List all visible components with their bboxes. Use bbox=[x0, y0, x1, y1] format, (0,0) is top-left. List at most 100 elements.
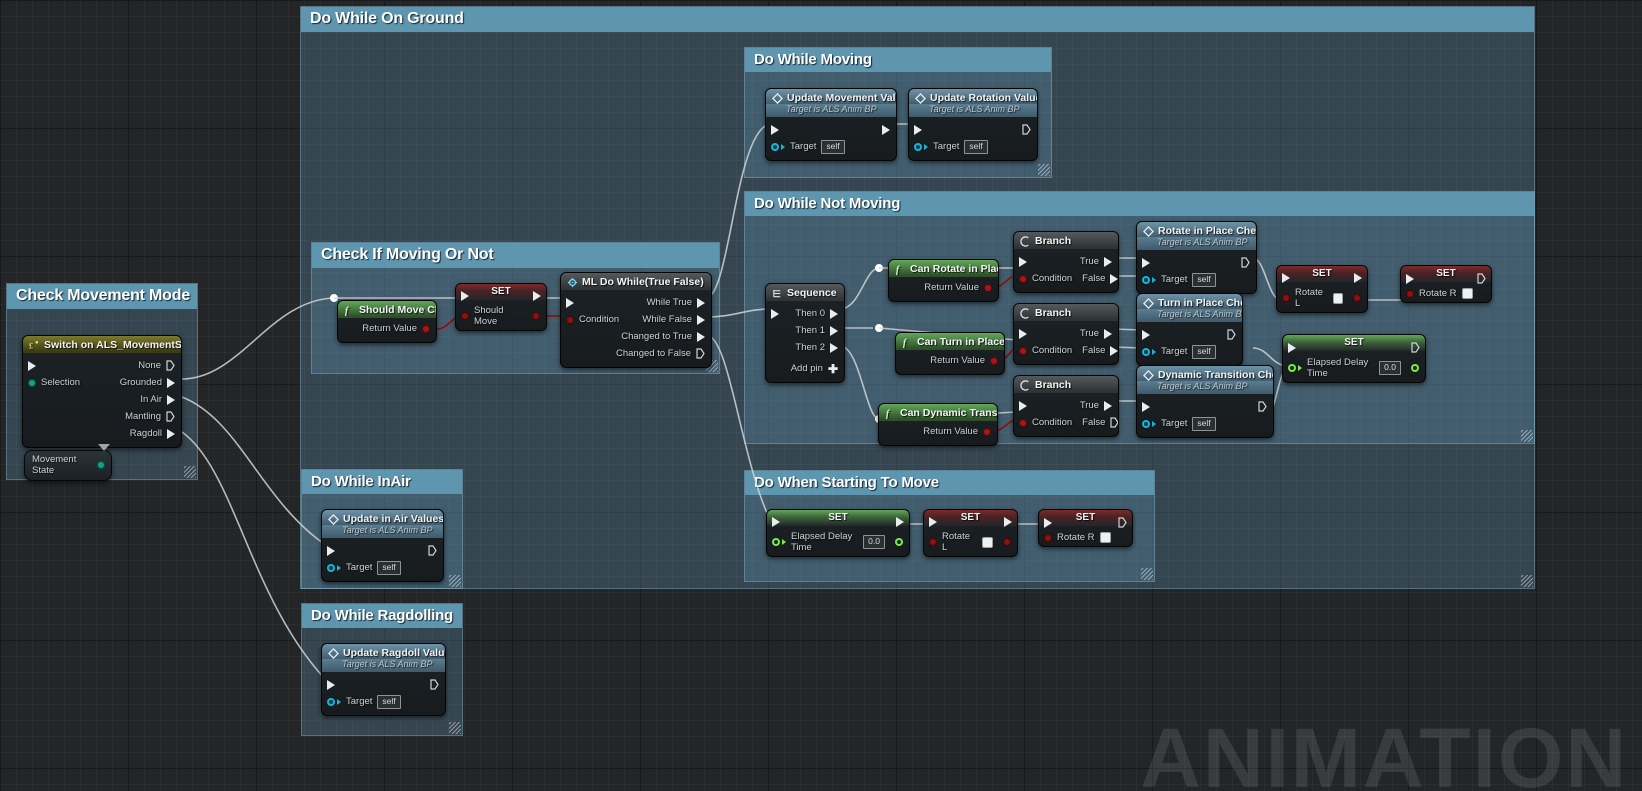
target-value[interactable]: self bbox=[1192, 416, 1216, 431]
return-value-out-pin[interactable] bbox=[984, 283, 992, 292]
exec-out-pin[interactable] bbox=[1241, 257, 1250, 268]
pin-row-target[interactable]: Target self bbox=[1137, 415, 1273, 432]
pin-row-exec[interactable] bbox=[909, 121, 1037, 138]
node-update-in-air-values[interactable]: Update in Air Values Target is ALS Anim … bbox=[321, 509, 444, 582]
elapsed-delay-time-value[interactable]: 0.0 bbox=[1379, 361, 1401, 375]
exec-out-pin[interactable] bbox=[428, 545, 437, 556]
pin-row-return-value[interactable]: Return Value bbox=[896, 352, 1004, 369]
pin-row-exec-true[interactable]: True bbox=[1014, 253, 1118, 270]
pin-row-exec[interactable] bbox=[322, 676, 445, 693]
exec-in-pin[interactable] bbox=[771, 308, 779, 319]
target-in-pin[interactable] bbox=[771, 142, 779, 151]
target-value[interactable]: self bbox=[821, 139, 845, 154]
should-move-out-pin[interactable] bbox=[532, 312, 540, 320]
rotate-l-checkbox[interactable] bbox=[982, 536, 993, 548]
node-can-dynamic-transition[interactable]: f Can Dynamic Transition Return Value bbox=[878, 403, 998, 446]
pin-row-exec-then0[interactable]: Then 0 bbox=[766, 305, 844, 322]
exec-in-pin[interactable] bbox=[929, 517, 937, 527]
pin-row-exec[interactable] bbox=[1137, 326, 1242, 343]
target-in-pin[interactable] bbox=[1142, 275, 1150, 284]
target-value[interactable]: self bbox=[377, 694, 401, 709]
rotate-r-in-pin[interactable] bbox=[1406, 289, 1414, 298]
exec-in-pin[interactable] bbox=[327, 679, 335, 690]
resize-handle-icon[interactable] bbox=[1521, 575, 1533, 587]
exec-in-pin[interactable] bbox=[914, 124, 922, 135]
target-in-pin[interactable] bbox=[327, 563, 335, 572]
pin-row-exec-none[interactable]: None bbox=[23, 357, 181, 374]
node-movement-state-variable[interactable]: Movement State bbox=[24, 450, 112, 481]
exec-out-pin[interactable] bbox=[1022, 124, 1031, 135]
resize-handle-icon[interactable] bbox=[1521, 430, 1533, 442]
resize-handle-icon[interactable] bbox=[449, 575, 461, 587]
condition-in-pin[interactable] bbox=[1019, 274, 1027, 283]
node-should-move-check[interactable]: f Should Move Check Return Value bbox=[337, 300, 437, 343]
node-turn-in-place-check[interactable]: Turn in Place Check Target is ALS Anim B… bbox=[1136, 293, 1243, 366]
exec-in-pin[interactable] bbox=[1288, 342, 1296, 353]
exec-out-pin-while-true[interactable] bbox=[697, 297, 705, 308]
exec-in-pin[interactable] bbox=[1019, 400, 1027, 411]
elapsed-delay-time-out-pin[interactable] bbox=[895, 538, 903, 546]
node-can-rotate-in-place[interactable]: f Can Rotate in Place Return Value bbox=[888, 259, 999, 302]
pin-row-exec-true[interactable]: True bbox=[1014, 397, 1118, 414]
node-set-rotate-l-bottom[interactable]: SET Rotate L bbox=[923, 509, 1018, 557]
node-dynamic-transition-check[interactable]: Dynamic Transition Check Target is ALS A… bbox=[1136, 365, 1274, 438]
rotate-l-checkbox[interactable] bbox=[1332, 292, 1343, 304]
exec-out-pin[interactable] bbox=[882, 124, 890, 135]
node-rotate-in-place-check[interactable]: Rotate in Place Check Target is ALS Anim… bbox=[1136, 221, 1257, 294]
pin-row-condition-false[interactable]: Condition False bbox=[1014, 414, 1118, 431]
pin-row-exec[interactable] bbox=[1137, 254, 1256, 271]
pin-row-elapsed-delay-time[interactable]: Elapsed Delay Time 0.0 bbox=[767, 530, 909, 556]
pin-row-exec[interactable] bbox=[322, 542, 443, 559]
exec-in-pin[interactable] bbox=[1142, 257, 1150, 268]
condition-in-pin[interactable] bbox=[1019, 418, 1027, 427]
exec-in-pin[interactable] bbox=[1019, 328, 1027, 339]
exec-out-pin[interactable] bbox=[1118, 517, 1127, 528]
pin-row-rotate-l[interactable]: Rotate L bbox=[924, 530, 1017, 556]
exec-out-pin[interactable] bbox=[1354, 273, 1362, 283]
pin-row-target[interactable]: Target self bbox=[909, 138, 1037, 155]
exec-out-pin-in-air[interactable] bbox=[167, 394, 175, 405]
pin-row-return-value[interactable]: Return Value bbox=[889, 279, 998, 296]
pin-row-exec[interactable] bbox=[766, 121, 896, 138]
exec-in-pin[interactable] bbox=[461, 291, 469, 301]
exec-out-pin-grounded[interactable] bbox=[167, 377, 175, 388]
exec-in-pin[interactable] bbox=[772, 517, 780, 527]
node-set-rotate-r-bottom[interactable]: SET Rotate R bbox=[1038, 509, 1133, 547]
node-update-rotation-values[interactable]: Update Rotation Values Target is ALS Ani… bbox=[908, 88, 1038, 161]
exec-out-pin[interactable] bbox=[1411, 342, 1420, 353]
pin-row-condition-while-false[interactable]: Condition While False bbox=[561, 311, 711, 328]
exec-out-pin[interactable] bbox=[430, 679, 439, 690]
pin-row-exec-while-true[interactable]: While True bbox=[561, 294, 711, 311]
exec-out-pin-true[interactable] bbox=[1104, 256, 1112, 267]
resize-handle-icon[interactable] bbox=[1038, 164, 1050, 176]
rotate-l-out-pin[interactable] bbox=[1003, 538, 1011, 546]
exec-in-pin[interactable] bbox=[1142, 401, 1150, 412]
node-branch-dynamic-transition[interactable]: Branch True Condition False bbox=[1013, 375, 1119, 437]
pin-row-return-value[interactable]: Return Value bbox=[879, 423, 997, 440]
exec-in-pin[interactable] bbox=[327, 545, 335, 556]
return-value-out-pin[interactable] bbox=[990, 356, 998, 365]
pin-row-exec[interactable] bbox=[1137, 398, 1273, 415]
exec-out-pin-false[interactable] bbox=[1110, 345, 1118, 356]
elapsed-delay-time-in-pin[interactable] bbox=[772, 538, 780, 546]
exec-out-pin[interactable] bbox=[533, 291, 541, 301]
pin-row-changed-to-true[interactable]: Changed to True bbox=[561, 328, 711, 345]
exec-in-pin[interactable] bbox=[1142, 329, 1150, 340]
rotate-r-in-pin[interactable] bbox=[1044, 533, 1052, 542]
node-set-rotate-l-top[interactable]: SET Rotate L bbox=[1276, 265, 1368, 313]
pin-row-rotate-r[interactable]: Rotate R bbox=[1039, 531, 1132, 546]
exec-out-pin-true[interactable] bbox=[1104, 328, 1112, 339]
node-ml-do-while[interactable]: ML Do While(True False) While True Condi… bbox=[560, 272, 712, 368]
target-in-pin[interactable] bbox=[914, 142, 922, 151]
target-in-pin[interactable] bbox=[1142, 347, 1150, 356]
node-set-should-move[interactable]: SET Should Move bbox=[455, 283, 547, 331]
target-in-pin[interactable] bbox=[327, 697, 335, 706]
node-can-turn-in-place[interactable]: f Can Turn in Place Return Value bbox=[895, 332, 1005, 375]
exec-in-pin[interactable] bbox=[1406, 273, 1414, 284]
pin-row-target[interactable]: Target self bbox=[1137, 271, 1256, 288]
resize-handle-icon[interactable] bbox=[1141, 568, 1153, 580]
condition-in-pin[interactable] bbox=[566, 315, 574, 324]
pin-row-condition-false[interactable]: Condition False bbox=[1014, 342, 1118, 359]
